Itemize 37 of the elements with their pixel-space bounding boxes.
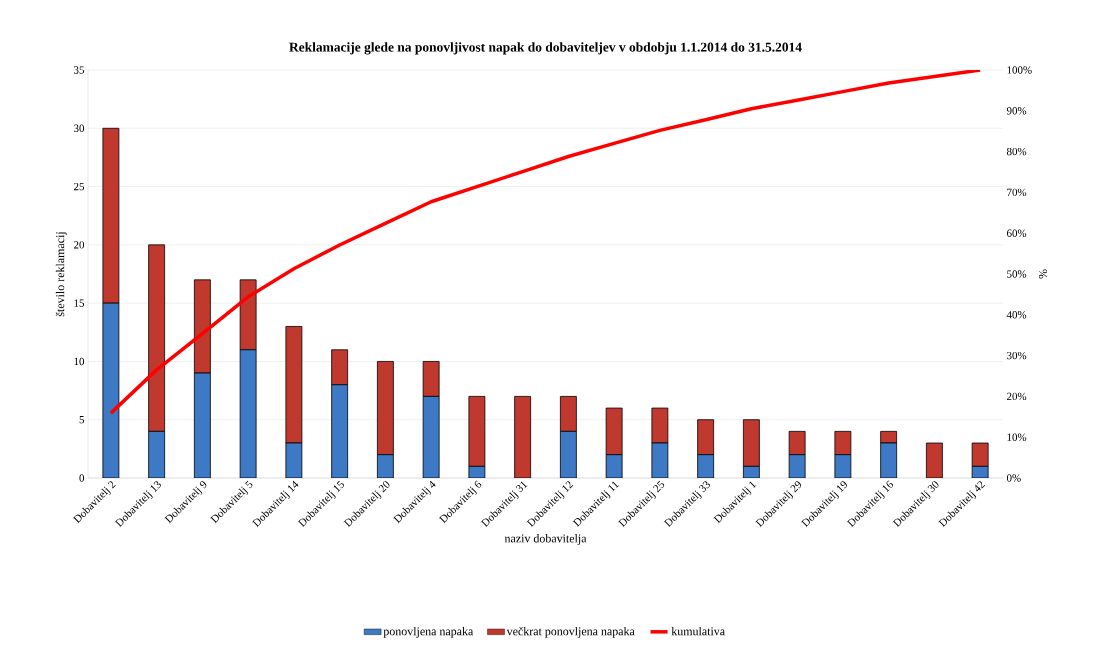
y-axis-title: število reklamacij xyxy=(55,232,67,317)
y-tick-label: 15 xyxy=(74,299,85,307)
bar xyxy=(331,384,349,478)
y-tick-label: 10 xyxy=(74,357,85,366)
y2-tick-label: 30% xyxy=(1007,351,1027,360)
y2-tick-label: 40% xyxy=(1006,311,1027,319)
y2-tick-label: 100% xyxy=(1007,66,1032,74)
legend-label: večkrat ponovljena napaka xyxy=(506,626,635,638)
y2-axis-title: % xyxy=(1038,269,1048,279)
bar xyxy=(559,430,577,478)
chart-title: Reklamacije glede na ponovljivost napak do dobaviteljev v obdobju 1.1.2014 do 31.5.2014 xyxy=(289,42,802,55)
y-tick-label: 35 xyxy=(74,66,85,74)
x-axis-title: naziv dobavitelja xyxy=(504,534,587,545)
bar xyxy=(514,396,532,478)
y2-tick-label: 60% xyxy=(1007,229,1027,237)
y2-tick-label: 10% xyxy=(1007,433,1027,441)
y2-tick-label: 90% xyxy=(1006,107,1027,115)
y-tick-label: 30 xyxy=(74,124,85,132)
y2-tick-label: 50% xyxy=(1007,270,1027,278)
y2-tick-label: 70% xyxy=(1007,188,1027,197)
bar xyxy=(742,419,760,467)
y2-tick-label: 0% xyxy=(1006,474,1021,482)
bar xyxy=(148,430,166,478)
y-tick-label: 25 xyxy=(74,182,85,191)
bar xyxy=(148,244,166,432)
y-tick-label: 0 xyxy=(79,474,85,482)
y2-tick-label: 80% xyxy=(1006,147,1027,156)
bar xyxy=(559,396,577,432)
legend-label: ponovljena napaka xyxy=(383,626,474,638)
y-tick-label: 5 xyxy=(79,416,85,424)
bar xyxy=(331,349,349,386)
legend-label: kumulativa xyxy=(671,626,725,636)
bar xyxy=(697,419,715,456)
bar xyxy=(376,361,394,456)
y2-tick-label: 20% xyxy=(1007,392,1027,401)
bar xyxy=(193,372,211,478)
y-tick-label: 20 xyxy=(74,241,85,249)
